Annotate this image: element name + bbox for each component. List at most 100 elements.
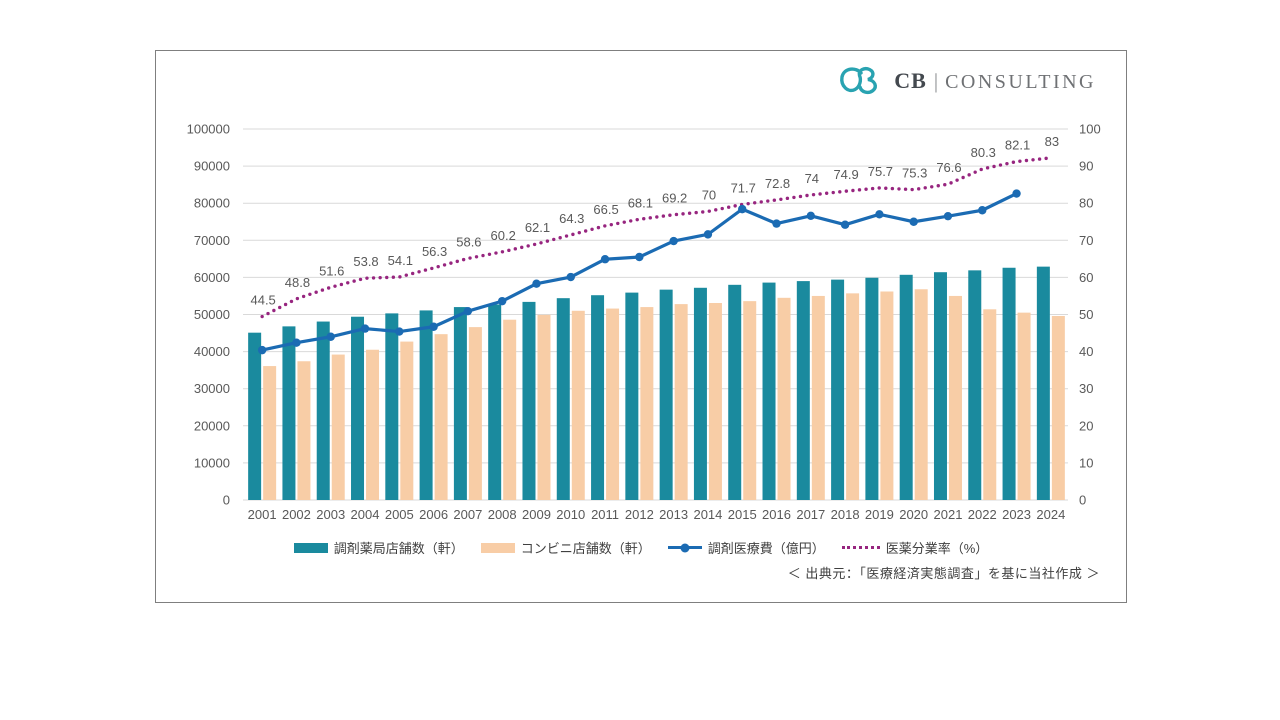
- svg-text:83: 83: [1045, 134, 1059, 149]
- svg-text:2005: 2005: [385, 507, 414, 522]
- svg-text:54.1: 54.1: [388, 253, 413, 268]
- bar-1-2018: [846, 293, 860, 500]
- bar-0-2019: [865, 277, 879, 500]
- company-logo: CB | CONSULTING: [836, 64, 1096, 98]
- bar-0-2023: [1002, 267, 1016, 500]
- svg-text:2006: 2006: [419, 507, 448, 522]
- svg-text:2011: 2011: [591, 507, 619, 522]
- bar-0-2017: [796, 281, 810, 500]
- bar-0-2004: [351, 316, 365, 500]
- bar-0-2024: [1036, 266, 1050, 500]
- legend-label-pharmacy: 調剤薬局店舗数（軒）: [333, 541, 464, 556]
- svg-text:2024: 2024: [1036, 507, 1065, 522]
- svg-text:70000: 70000: [194, 233, 230, 248]
- svg-text:0: 0: [223, 493, 230, 508]
- svg-text:69.2: 69.2: [662, 191, 687, 206]
- gridlines: [243, 128, 1068, 501]
- bar-1-2015: [743, 301, 757, 500]
- convenience-bar-swatch-icon: [480, 542, 515, 553]
- svg-text:10: 10: [1079, 455, 1093, 470]
- svg-text:2023: 2023: [1002, 507, 1031, 522]
- bar-1-2007: [468, 327, 482, 500]
- svg-text:2019: 2019: [865, 507, 894, 522]
- svg-text:2014: 2014: [693, 507, 722, 522]
- bars-layer: [248, 266, 1065, 500]
- svg-text:2002: 2002: [282, 507, 311, 522]
- svg-text:20000: 20000: [194, 418, 230, 433]
- bar-1-2019: [880, 291, 894, 500]
- svg-text:2015: 2015: [728, 507, 757, 522]
- svg-text:2012: 2012: [625, 507, 654, 522]
- svg-text:90: 90: [1079, 159, 1093, 174]
- bar-1-2004: [366, 349, 380, 500]
- chart-card: CB | CONSULTING 0 10000 20000 30000 40000 50 0…: [155, 50, 1127, 603]
- svg-text:2007: 2007: [453, 507, 482, 522]
- bar-0-2008: [488, 304, 502, 500]
- bar-1-2013: [674, 304, 688, 500]
- legend-item-convenience-bars: コンビニ店舗数（軒）: [480, 538, 651, 557]
- svg-text:68.1: 68.1: [628, 195, 653, 210]
- bar-0-2001: [248, 332, 262, 500]
- bar-0-2020: [899, 274, 913, 500]
- left-axis-labels: 0 10000 20000 30000 40000 50000 60000 70000 8000…: [187, 122, 230, 508]
- separation-dotted-swatch-icon: [841, 546, 880, 549]
- svg-text:2017: 2017: [796, 507, 825, 522]
- chart-legend: 調剤薬局店舗数（軒） コンビニ店舗数（軒） 調剤医療費（億円） 医薬分業率（%）: [156, 538, 1126, 557]
- svg-text:10000: 10000: [194, 455, 230, 470]
- bar-1-2011: [606, 308, 620, 500]
- bar-0-2021: [933, 272, 947, 500]
- svg-text:70: 70: [702, 187, 716, 202]
- bar-0-2007: [453, 307, 467, 500]
- logo-text: CB | CONSULTING: [894, 68, 1096, 94]
- svg-text:80000: 80000: [194, 196, 230, 211]
- medical-cost-line: [257, 189, 1021, 355]
- bar-1-2012: [640, 307, 654, 500]
- legend-label-medical: 調剤医療費（億円）: [707, 541, 825, 556]
- svg-text:58.6: 58.6: [456, 234, 481, 249]
- svg-text:2021: 2021: [934, 507, 963, 522]
- bar-1-2001: [263, 366, 277, 500]
- svg-text:2022: 2022: [968, 507, 997, 522]
- combo-chart: 0100002000030000400005000060000700008000…: [187, 122, 1101, 523]
- svg-text:2003: 2003: [316, 507, 345, 522]
- svg-text:2010: 2010: [556, 507, 585, 522]
- bar-1-2005: [400, 341, 414, 500]
- svg-text:66.5: 66.5: [593, 202, 618, 217]
- svg-text:0: 0: [1079, 493, 1086, 508]
- svg-text:90000: 90000: [194, 159, 230, 174]
- svg-text:75.7: 75.7: [868, 164, 893, 179]
- svg-text:80: 80: [1079, 196, 1093, 211]
- separation-rate-data-labels: 44.5 48.8 51.6 53.8 54.1 56.3 58.6 60.2 62.1 64.3…: [250, 134, 1059, 308]
- svg-text:20: 20: [1079, 418, 1093, 433]
- svg-text:40000: 40000: [194, 344, 230, 359]
- svg-text:75.3: 75.3: [902, 166, 927, 181]
- bar-0-2015: [728, 284, 742, 500]
- svg-text:60.2: 60.2: [491, 228, 516, 243]
- svg-text:100: 100: [1079, 122, 1101, 137]
- svg-text:48.8: 48.8: [285, 275, 310, 290]
- bar-0-2014: [693, 287, 707, 500]
- svg-text:53.8: 53.8: [353, 254, 378, 269]
- svg-text:80.3: 80.3: [971, 145, 996, 160]
- legend-item-medical-line: 調剤医療費（億円）: [667, 538, 825, 557]
- bar-1-2002: [297, 361, 311, 500]
- bar-1-2023: [1017, 312, 1031, 500]
- bar-1-2024: [1051, 315, 1065, 500]
- svg-text:50: 50: [1079, 307, 1093, 322]
- svg-text:60: 60: [1079, 270, 1093, 285]
- bar-0-2022: [968, 270, 982, 500]
- svg-text:70: 70: [1079, 233, 1093, 248]
- logo-consulting-label: CONSULTING: [945, 71, 1096, 93]
- bar-1-2014: [708, 302, 722, 500]
- legend-item-separation-dotted: 医薬分業率（%）: [841, 538, 988, 557]
- svg-text:30000: 30000: [194, 381, 230, 396]
- bar-0-2002: [282, 326, 296, 500]
- source-note: ＜ 出典元：「医療経済実態調査」を基に当社作成 ＞: [787, 566, 1100, 581]
- svg-text:71.7: 71.7: [731, 180, 756, 195]
- pharmacy-bar-swatch-icon: [293, 542, 328, 553]
- cb-monogram-icon: [840, 66, 878, 95]
- svg-text:64.3: 64.3: [559, 211, 584, 226]
- svg-text:60000: 60000: [194, 270, 230, 285]
- bar-1-2003: [331, 354, 345, 500]
- svg-text:2013: 2013: [659, 507, 688, 522]
